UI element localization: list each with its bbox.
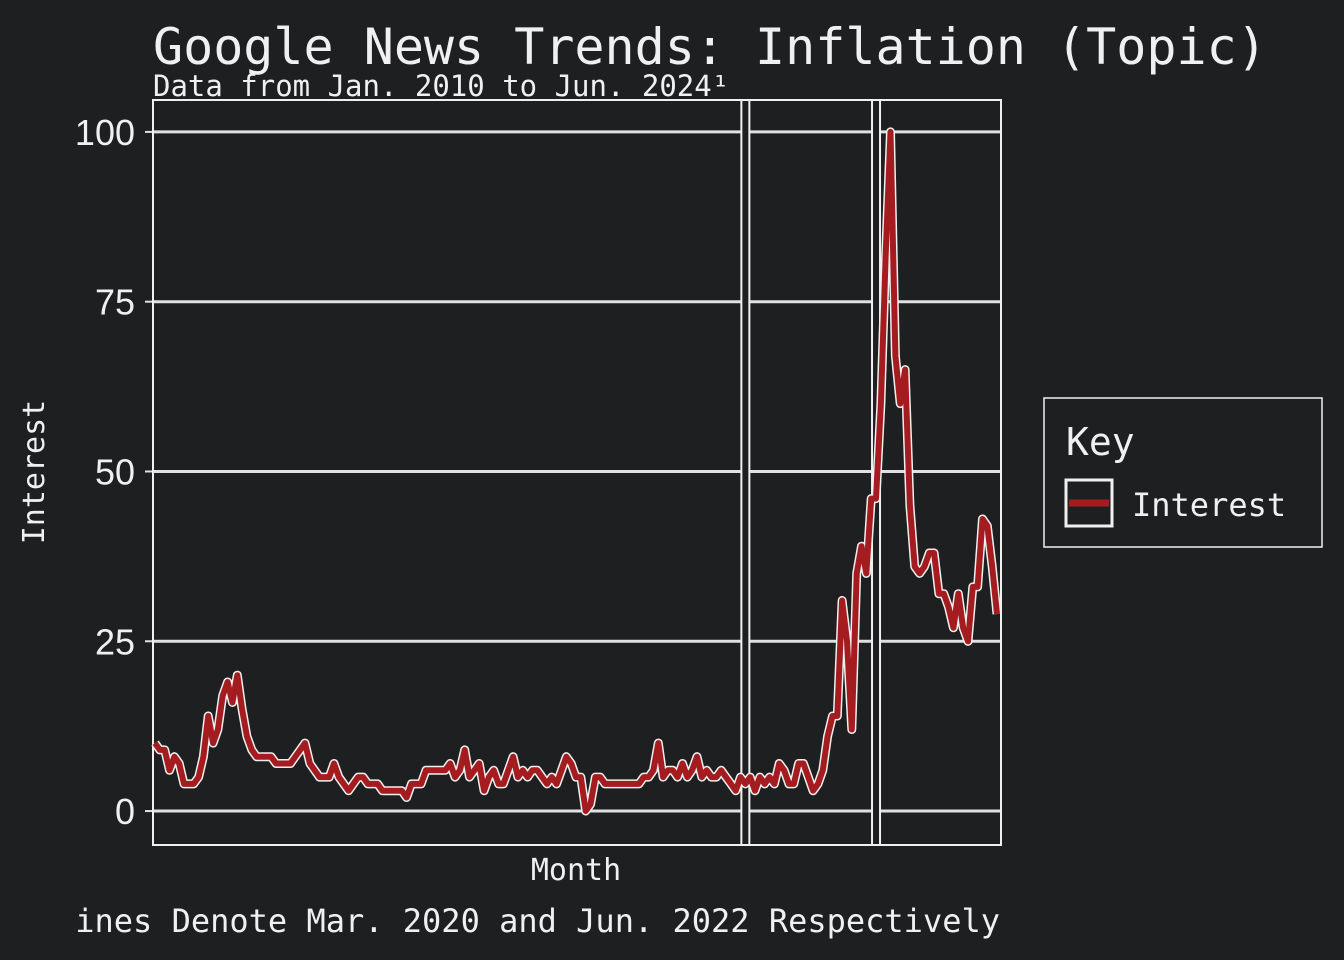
y-axis-label: Interest — [17, 400, 52, 545]
chart-subtitle: Data from Jan. 2010 to Jun. 2024¹ — [153, 69, 729, 103]
legend-box — [1043, 397, 1323, 548]
legend-label: Interest — [1132, 486, 1286, 524]
y-tick-label: 0 — [115, 791, 135, 832]
legend-title: Key — [1066, 420, 1135, 464]
plot-border — [152, 99, 1002, 846]
legend: Key Interest — [1043, 397, 1323, 548]
line — [152, 128, 1000, 814]
y-tick-label: 75 — [95, 282, 135, 323]
y-tick-label: 100 — [75, 112, 135, 153]
chart-title: Google News Trends: Inflation (Topic) — [153, 18, 1267, 76]
caption: ines Denote Mar. 2020 and Jun. 2022 Resp… — [75, 902, 1000, 940]
y-tick-label: 50 — [95, 451, 135, 492]
x-axis-label: Month — [531, 853, 621, 888]
y-tick-label: 25 — [95, 621, 135, 662]
